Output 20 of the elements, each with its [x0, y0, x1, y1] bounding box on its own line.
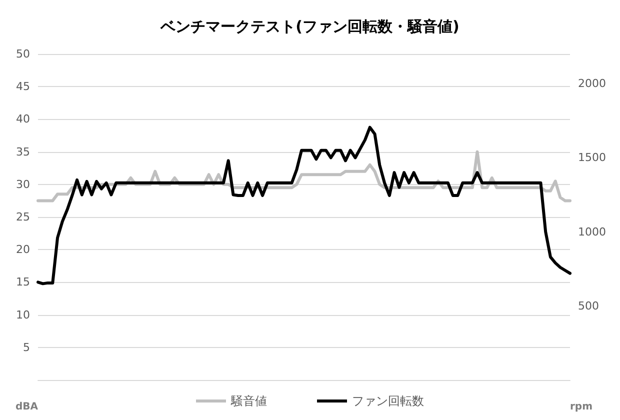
y-tick-label: 25 — [16, 210, 30, 224]
y-tick-label: 35 — [16, 145, 30, 158]
y2-tick-label: 1000 — [578, 225, 606, 238]
chart-title: ベンチマークテスト(ファン回転数・騒音値) — [160, 18, 460, 36]
legend-label: ファン回転数 — [352, 394, 424, 408]
y-tick-label: 40 — [16, 112, 30, 126]
y-axis-title: dBA — [15, 402, 38, 412]
y2-tick-label: 1500 — [578, 151, 606, 164]
y-tick-label: 10 — [16, 308, 30, 322]
y-tick-label: 5 — [23, 340, 30, 354]
y-tick-label: 15 — [16, 276, 30, 289]
y-tick-label: 30 — [16, 178, 30, 191]
y-tick-label: 45 — [16, 80, 30, 94]
y-tick-label: 50 — [16, 48, 30, 60]
y-tick-label: 20 — [16, 243, 30, 256]
legend-label: 騒音値 — [230, 394, 267, 408]
y2-axis-title: rpm — [570, 402, 593, 412]
line-series — [36, 126, 572, 286]
y2-tick-label: 2000 — [578, 77, 606, 90]
y2-tick-label: 500 — [578, 299, 599, 312]
